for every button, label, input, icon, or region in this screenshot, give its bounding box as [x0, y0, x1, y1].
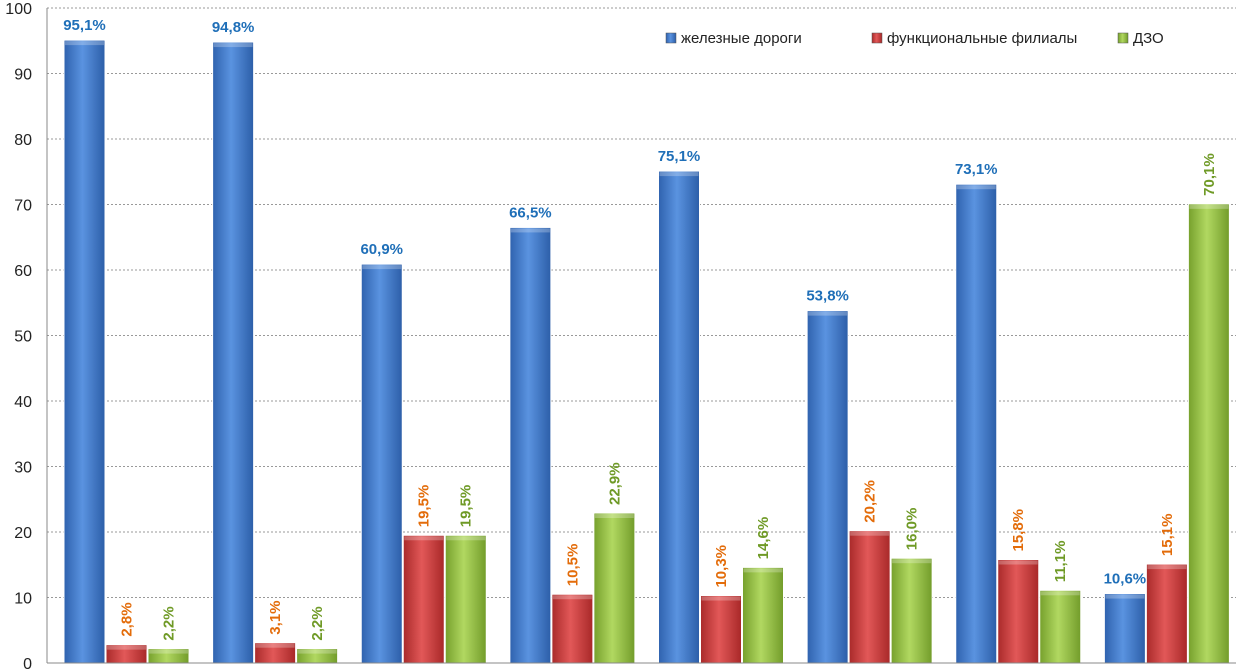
y-tick-label: 50	[14, 329, 32, 346]
y-tick-label: 60	[14, 263, 32, 280]
data-label-railways-2: 94,8%	[212, 19, 255, 36]
bar-highlight	[998, 560, 1038, 565]
data-label-railways-8: 10,6%	[1104, 571, 1147, 588]
y-tick-label: 90	[14, 67, 32, 84]
y-tick-label: 20	[14, 525, 32, 542]
bar-highlight	[956, 185, 996, 190]
y-axis-tick-labels: 0 10 20 30 40 50 60 70 80 90 100	[5, 1, 32, 669]
bar-highlight	[213, 43, 253, 48]
bar-highlight	[149, 649, 188, 654]
data-label-railways-7: 73,1%	[955, 161, 998, 178]
legend-label-dzo: ДЗО	[1133, 30, 1164, 47]
data-label-railways-1: 95,1%	[63, 17, 106, 34]
bar-functional-branches-3	[402, 534, 445, 664]
bars	[63, 39, 1230, 664]
bar-highlight	[892, 559, 932, 564]
bar-dzo-4	[593, 512, 636, 664]
data-label-functional-branches-7: 15,8%	[1010, 509, 1027, 552]
bar-functional-branches-6	[848, 530, 891, 664]
bar-highlight	[701, 596, 741, 601]
bar-dzo-3	[444, 534, 487, 664]
bar-highlight	[808, 311, 848, 316]
bar-railways-2	[212, 41, 255, 664]
bar-highlight	[552, 595, 592, 600]
data-label-dzo-1: 2,2%	[161, 606, 178, 640]
bar-dzo-7	[1039, 589, 1082, 664]
legend: железные дороги функциональные филиалы ДЗО	[665, 30, 1164, 47]
y-tick-label: 0	[23, 656, 32, 669]
data-label-functional-branches-4: 10,5%	[564, 544, 581, 587]
data-label-functional-branches-5: 10,3%	[713, 545, 730, 588]
legend-swatch-railways	[665, 32, 677, 44]
bar-highlight	[743, 568, 783, 573]
data-label-functional-branches-8: 15,1%	[1159, 514, 1176, 557]
bar-highlight	[297, 649, 337, 654]
bar-functional-branches-4	[551, 593, 594, 664]
bar-railways-7	[955, 183, 998, 664]
y-tick-label: 100	[5, 1, 32, 18]
bar-highlight	[850, 531, 890, 536]
data-label-functional-branches-3: 19,5%	[416, 485, 433, 528]
data-label-railways-3: 60,9%	[360, 241, 403, 258]
bar-railways-1	[63, 39, 106, 664]
legend-label-functional-branches: функциональные филиалы	[887, 30, 1077, 47]
bar-highlight	[594, 514, 634, 519]
bar-highlight	[1189, 204, 1229, 209]
bar-functional-branches-8	[1145, 563, 1188, 664]
bar-dzo-5	[742, 566, 784, 664]
bar-railways-4	[509, 226, 552, 664]
data-label-railways-6: 53,8%	[806, 288, 849, 305]
bar-dzo-8	[1187, 203, 1230, 664]
bar-railways-8	[1103, 593, 1146, 664]
data-label-railways-4: 66,5%	[509, 204, 552, 221]
bar-highlight	[1040, 591, 1080, 596]
data-label-dzo-6: 16,0%	[904, 508, 921, 551]
bar-functional-branches-5	[700, 595, 742, 664]
bar-functional-branches-7	[997, 559, 1040, 664]
data-label-dzo-8: 70,1%	[1201, 153, 1218, 196]
bar-railways-3	[360, 263, 403, 664]
bar-highlight	[404, 536, 444, 541]
y-tick-label: 80	[14, 132, 32, 149]
bar-highlight	[446, 536, 486, 541]
bar-highlight	[510, 228, 550, 233]
bar-highlight	[107, 645, 146, 650]
data-label-functional-branches-6: 20,2%	[862, 480, 879, 523]
bar-highlight	[1105, 594, 1145, 599]
axes	[46, 8, 1236, 664]
y-tick-label: 30	[14, 460, 32, 477]
bar-highlight	[659, 172, 699, 177]
data-label-railways-5: 75,1%	[658, 148, 701, 165]
y-tick-label: 40	[14, 394, 32, 411]
bar-railways-6	[806, 310, 849, 664]
data-labels: 95,1% 2,8% 2,2% 94,8% 3,1% 2,2% 60,9% 19,5% 19,5…	[63, 17, 1218, 640]
bar-highlight	[1147, 565, 1187, 570]
data-label-dzo-4: 22,9%	[606, 462, 623, 505]
data-label-dzo-5: 14,6%	[755, 517, 772, 560]
legend-swatch-functional-branches	[871, 32, 883, 44]
bar-railways-5	[658, 170, 700, 664]
data-label-dzo-3: 19,5%	[458, 485, 475, 528]
legend-label-railways: железные дороги	[681, 30, 802, 47]
y-tick-label: 70	[14, 198, 32, 215]
data-label-dzo-2: 2,2%	[309, 606, 326, 640]
y-tick-label: 10	[14, 591, 32, 608]
bar-highlight	[362, 265, 402, 270]
data-label-dzo-7: 11,1%	[1052, 541, 1069, 583]
bar-highlight	[65, 41, 104, 46]
data-label-functional-branches-1: 2,8%	[119, 602, 136, 636]
bar-dzo-6	[890, 557, 933, 664]
legend-swatch-dzo	[1117, 32, 1129, 44]
bar-highlight	[255, 643, 295, 648]
data-label-functional-branches-2: 3,1%	[267, 600, 284, 634]
